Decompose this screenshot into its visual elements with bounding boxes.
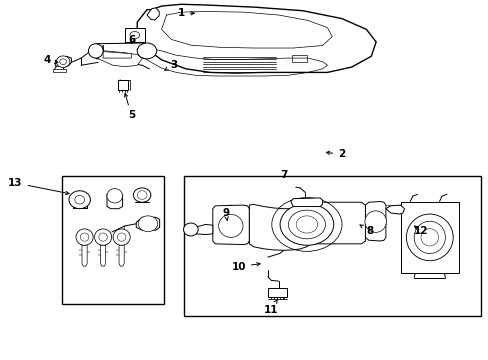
Polygon shape	[147, 8, 159, 20]
Polygon shape	[82, 245, 87, 266]
Ellipse shape	[183, 223, 198, 236]
Ellipse shape	[364, 211, 386, 232]
Ellipse shape	[413, 221, 445, 253]
Text: 1: 1	[177, 8, 194, 18]
Ellipse shape	[99, 233, 107, 241]
Polygon shape	[119, 245, 124, 266]
Text: 6: 6	[128, 35, 136, 45]
Text: 5: 5	[124, 93, 135, 121]
Ellipse shape	[420, 229, 438, 246]
Ellipse shape	[60, 59, 66, 64]
Ellipse shape	[113, 229, 130, 245]
Polygon shape	[290, 198, 322, 207]
Ellipse shape	[218, 215, 243, 237]
Ellipse shape	[137, 191, 147, 199]
Bar	[267, 288, 287, 297]
Polygon shape	[55, 56, 71, 67]
Polygon shape	[101, 245, 105, 266]
Text: 7: 7	[279, 170, 286, 180]
Text: 8: 8	[359, 225, 373, 236]
Ellipse shape	[88, 44, 103, 58]
Ellipse shape	[137, 43, 157, 59]
Text: 11: 11	[263, 300, 278, 315]
Ellipse shape	[296, 216, 317, 233]
Text: 3: 3	[164, 59, 177, 71]
Ellipse shape	[107, 189, 122, 203]
Text: 12: 12	[413, 226, 427, 236]
Ellipse shape	[76, 229, 93, 245]
Polygon shape	[96, 43, 147, 59]
Text: 2: 2	[325, 149, 345, 159]
Polygon shape	[107, 192, 122, 209]
Text: 9: 9	[222, 208, 229, 221]
Text: 4: 4	[43, 55, 58, 65]
Text: 10: 10	[231, 262, 260, 272]
Bar	[125, 28, 144, 42]
Polygon shape	[137, 4, 375, 73]
Polygon shape	[103, 45, 131, 58]
Bar	[183, 176, 480, 316]
Bar	[61, 176, 163, 304]
Text: 13: 13	[8, 178, 69, 194]
Polygon shape	[193, 225, 212, 234]
Ellipse shape	[130, 32, 140, 39]
Polygon shape	[365, 202, 385, 241]
Polygon shape	[98, 44, 142, 67]
Polygon shape	[385, 205, 404, 214]
Bar	[53, 69, 65, 72]
Ellipse shape	[80, 233, 89, 241]
Ellipse shape	[56, 56, 70, 67]
Polygon shape	[212, 205, 249, 244]
Ellipse shape	[138, 216, 158, 231]
Ellipse shape	[406, 214, 452, 261]
Bar	[400, 202, 458, 273]
Ellipse shape	[280, 204, 333, 245]
Ellipse shape	[117, 233, 125, 241]
Ellipse shape	[133, 188, 151, 202]
Ellipse shape	[288, 210, 325, 239]
Ellipse shape	[94, 229, 111, 245]
Polygon shape	[136, 217, 159, 230]
Bar	[292, 55, 306, 62]
Ellipse shape	[69, 191, 90, 209]
Ellipse shape	[75, 195, 84, 204]
Bar	[118, 80, 128, 90]
Polygon shape	[249, 202, 365, 250]
